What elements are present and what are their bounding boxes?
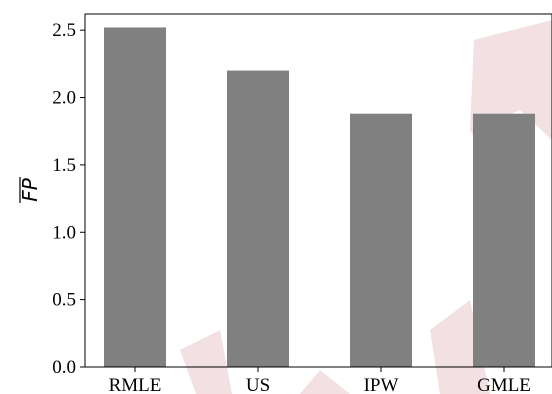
bars-group (104, 27, 535, 368)
y-tick-label: 1.5 (52, 155, 76, 176)
x-tick-label-ipw: IPW (364, 375, 399, 394)
y-tick-label: 0.5 (52, 290, 76, 311)
y-tick-label: 2.0 (52, 88, 76, 109)
y-tick-label: 2.5 (52, 20, 76, 41)
x-tick-label-us: US (246, 375, 270, 394)
plot-frame (84, 13, 552, 368)
y-tick-label: 0.0 (52, 357, 76, 378)
y-tick-label: 1.0 (52, 222, 76, 243)
y-axis: 0.0 0.5 1.0 1.5 2.0 2.5 (52, 20, 85, 378)
x-axis: RMLE US IPW GMLE (109, 367, 531, 394)
watermark (180, 20, 552, 394)
bar-us (227, 70, 289, 368)
y-axis-label: FP (18, 177, 42, 202)
bar-rmle (104, 27, 166, 368)
bar-ipw (350, 113, 412, 367)
x-tick-label-rmle: RMLE (109, 375, 162, 394)
x-tick-label-gmle: GMLE (477, 375, 531, 394)
bar-gmle (473, 113, 535, 367)
